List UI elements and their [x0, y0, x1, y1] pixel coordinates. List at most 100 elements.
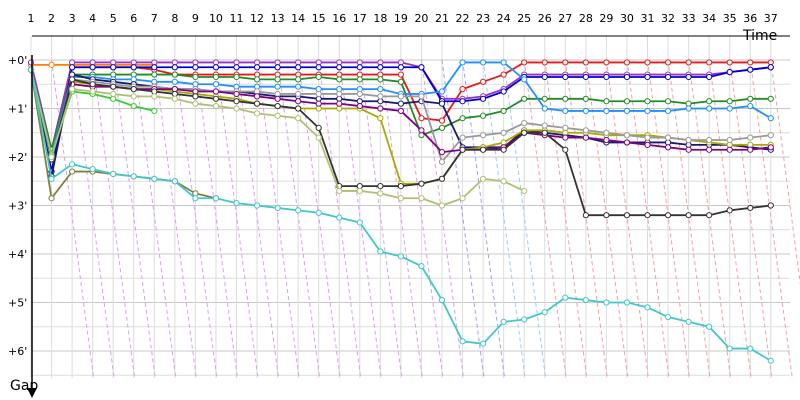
data-point: [623, 107, 631, 115]
data-point: [151, 175, 158, 182]
data-point: [171, 95, 178, 102]
data-point: [644, 59, 651, 66]
data-point: [664, 73, 672, 81]
data-point: [459, 115, 466, 122]
data-point: [192, 100, 199, 107]
data-point: [151, 71, 158, 78]
data-point: [89, 88, 96, 95]
x-tick-label: 8: [171, 12, 178, 25]
data-point: [500, 146, 507, 153]
data-point: [110, 83, 117, 90]
lap-diagonal: [71, 59, 115, 379]
data-point: [274, 112, 281, 119]
data-point: [377, 64, 384, 71]
data-point: [233, 105, 240, 112]
data-point: [767, 132, 774, 139]
data-point: [480, 146, 487, 153]
data-point: [212, 73, 220, 81]
lap-diagonal: [420, 59, 464, 379]
lap-diagonal: [256, 59, 300, 379]
data-point: [315, 90, 322, 98]
data-point: [726, 59, 733, 66]
data-point: [233, 64, 240, 71]
x-tick-label: 28: [579, 12, 593, 25]
data-point: [438, 149, 446, 156]
data-point: [747, 66, 754, 73]
data-point: [664, 59, 672, 66]
lap-diagonal: [174, 59, 218, 379]
lap-diagonal: [277, 59, 321, 379]
y-tick-label: +6': [8, 345, 27, 358]
lap-diagonal: [400, 59, 444, 379]
lap-diagonal: [194, 59, 238, 379]
data-point: [89, 166, 96, 173]
data-point: [480, 78, 487, 85]
data-point: [521, 129, 528, 136]
data-point: [726, 136, 733, 144]
data-point: [582, 134, 589, 141]
data-point: [315, 134, 322, 141]
y-tick-label: +2': [8, 151, 27, 164]
data-point: [438, 158, 446, 165]
data-point: [726, 146, 733, 153]
data-point: [541, 105, 548, 112]
x-tick-label: 21: [435, 12, 449, 25]
x-tick-label: 29: [599, 12, 613, 25]
x-tick-label: 12: [250, 12, 264, 25]
data-point: [521, 95, 528, 102]
data-point: [747, 102, 754, 110]
data-point: [253, 93, 261, 100]
data-point: [356, 64, 363, 71]
y-axis-title: Gap: [10, 378, 38, 394]
lap-diagonal: [112, 59, 156, 379]
data-point: [48, 61, 55, 68]
data-point: [48, 195, 55, 202]
data-point: [747, 95, 754, 102]
data-point: [212, 102, 220, 110]
data-point: [664, 313, 672, 321]
data-point: [130, 86, 137, 93]
data-point: [438, 117, 446, 124]
data-point: [336, 214, 343, 221]
data-point: [706, 59, 713, 66]
x-tick-label: 20: [414, 12, 428, 25]
x-tick-label: 23: [476, 12, 490, 25]
data-point: [459, 98, 466, 105]
y-tick-label: +1': [8, 103, 27, 116]
lap-diagonal: [482, 59, 526, 379]
data-point: [706, 98, 713, 105]
data-point: [295, 115, 302, 122]
data-point: [69, 86, 76, 93]
data-point: [438, 88, 446, 95]
data-point: [418, 93, 425, 100]
data-point: [253, 100, 261, 107]
data-point: [69, 64, 76, 71]
data-point: [685, 212, 692, 219]
data-point: [315, 124, 322, 132]
data-point: [459, 86, 466, 93]
data-point: [233, 199, 240, 207]
data-point: [418, 127, 425, 134]
data-point: [295, 90, 302, 98]
data-point: [706, 212, 713, 219]
x-tick-label: 37: [764, 12, 778, 25]
lap-diagonal: [564, 59, 608, 379]
data-point: [418, 180, 425, 187]
data-point: [438, 202, 446, 209]
data-point: [89, 64, 96, 71]
data-point: [623, 299, 631, 306]
data-point: [459, 146, 466, 153]
lap-diagonal: [605, 59, 649, 379]
x-tick-label: 11: [230, 12, 244, 25]
data-point: [767, 95, 774, 102]
x-tick-label: 1: [28, 12, 35, 25]
data-point: [192, 73, 199, 81]
data-point: [541, 122, 548, 129]
data-point: [685, 146, 692, 153]
data-point: [562, 134, 569, 141]
data-point: [192, 195, 199, 202]
data-point: [500, 318, 507, 325]
data-point: [253, 110, 261, 117]
data-point: [664, 212, 672, 219]
data-point: [562, 107, 569, 115]
